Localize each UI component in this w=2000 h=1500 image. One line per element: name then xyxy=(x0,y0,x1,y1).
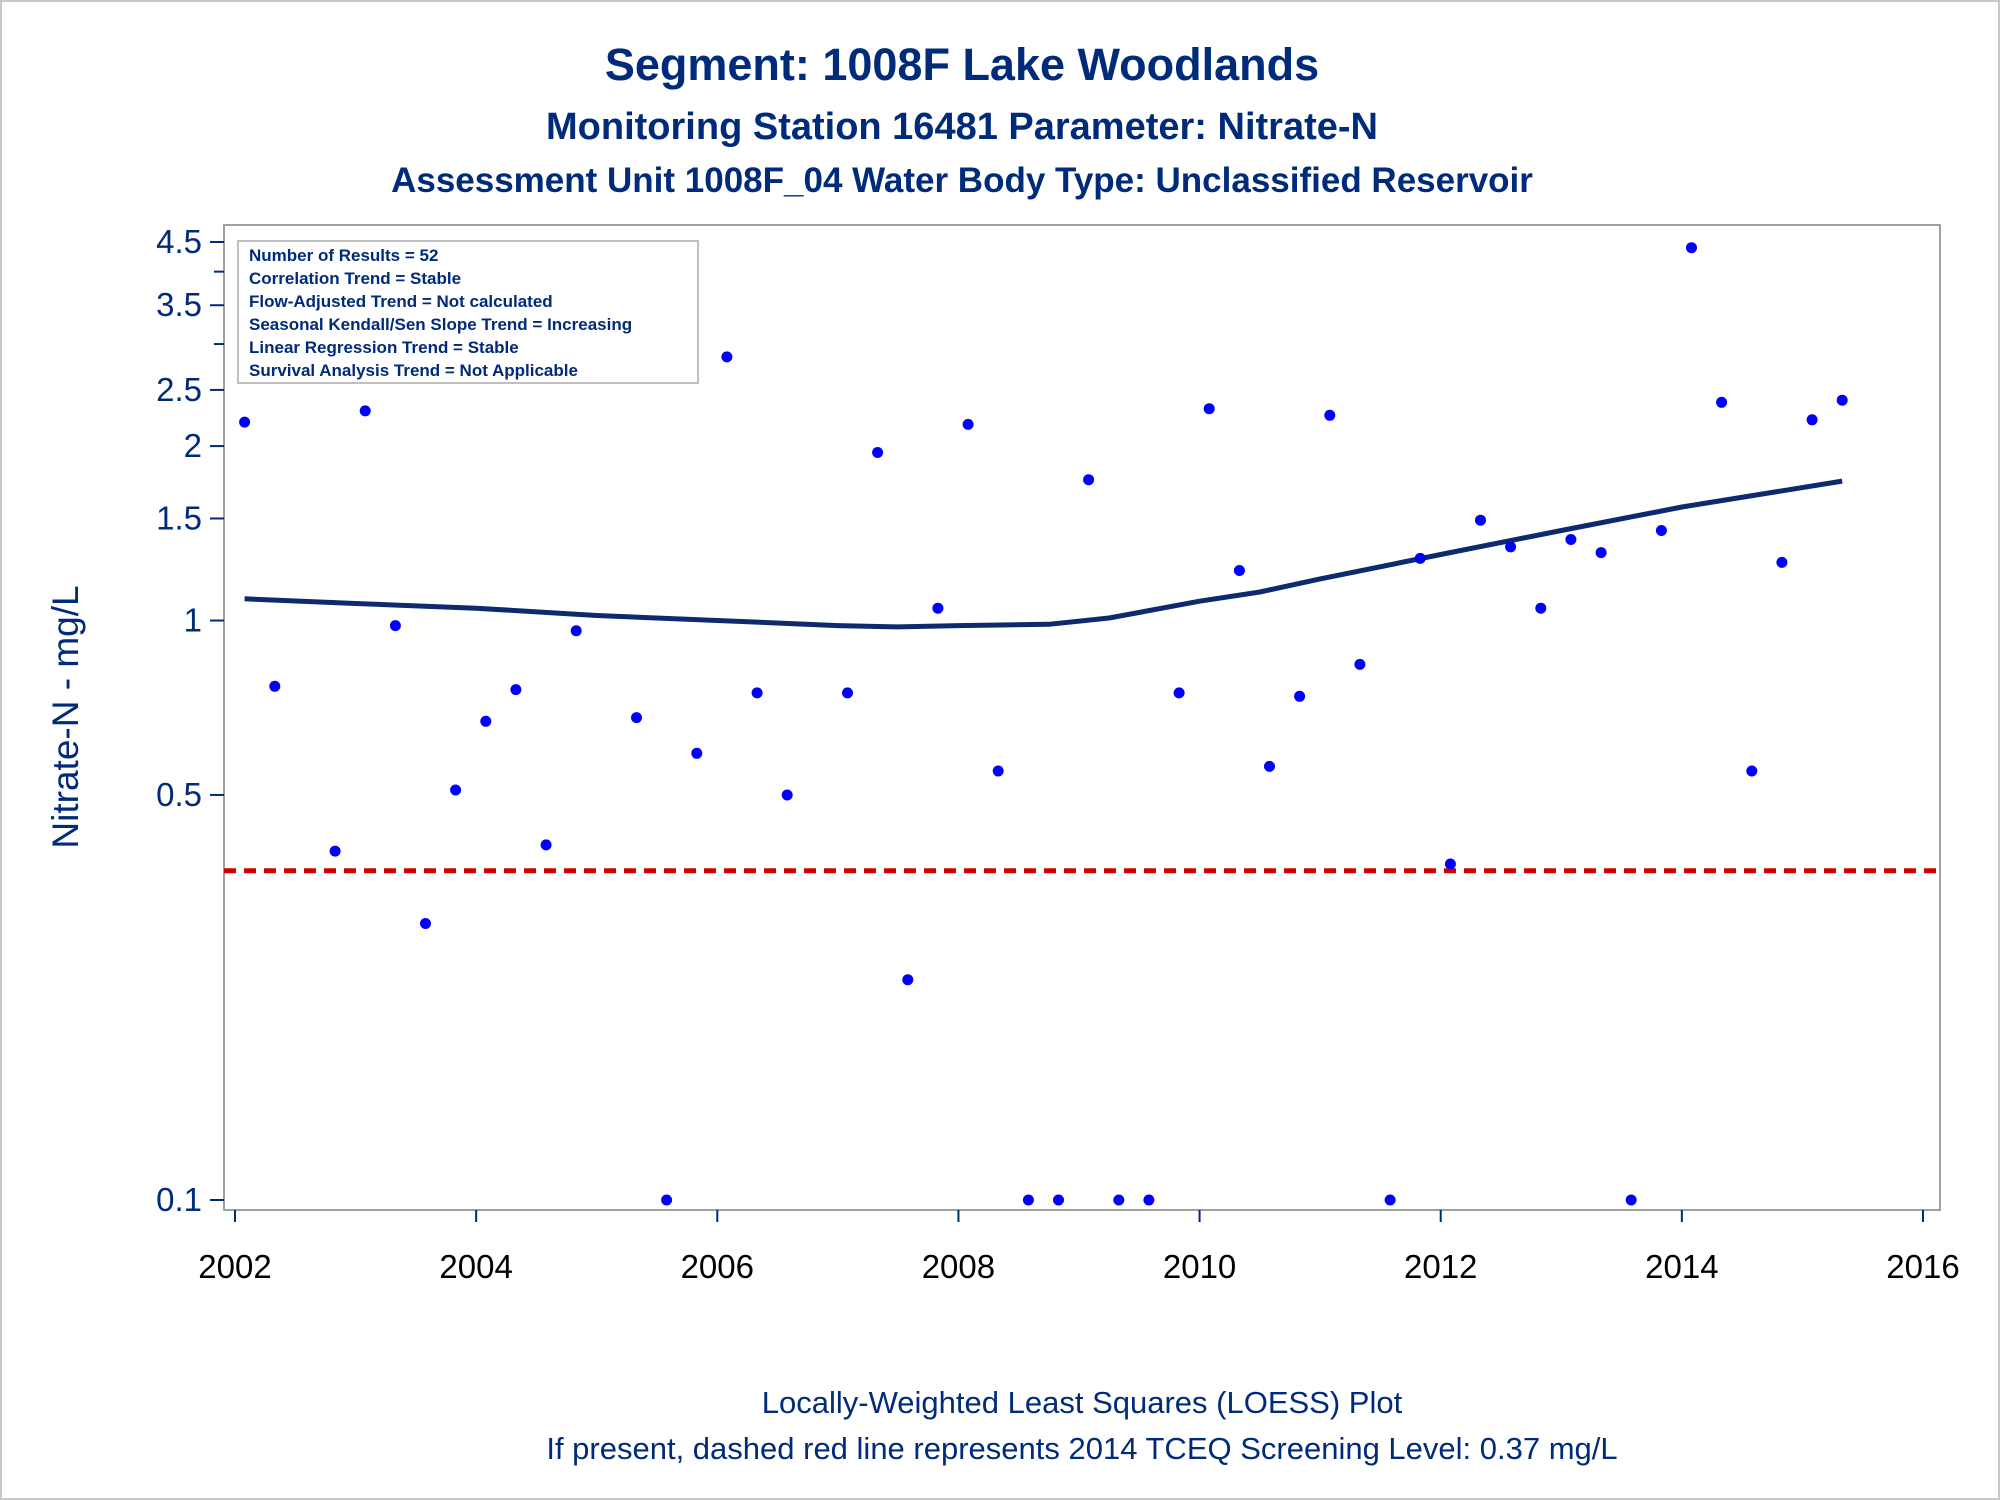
data-point xyxy=(1203,403,1215,415)
data-point xyxy=(1565,534,1577,545)
y-tick-label: 0.5 xyxy=(156,776,202,813)
data-point xyxy=(1535,602,1547,614)
data-point xyxy=(510,684,522,696)
x-axis: 2002 2004 2006 2008 2010 2012 2014 2016 xyxy=(198,1210,1960,1285)
data-point xyxy=(721,351,733,363)
data-point xyxy=(239,416,251,428)
legend-entry: Correlation Trend = Stable xyxy=(249,269,461,288)
y-axis-label: Nitrate-N - mg/L xyxy=(45,585,86,848)
data-point xyxy=(420,918,431,929)
x-tick-label: 2008 xyxy=(922,1248,995,1285)
chart-subtitle: Monitoring Station 16481 Parameter: Nitr… xyxy=(546,106,1378,148)
x-tick-label: 2004 xyxy=(439,1248,512,1285)
data-point xyxy=(842,687,853,699)
data-point xyxy=(1655,525,1667,536)
y-tick-label: 4.5 xyxy=(156,223,202,260)
legend-entry: Seasonal Kendall/Sen Slope Trend = Incre… xyxy=(249,315,632,334)
data-point xyxy=(1505,541,1517,553)
data-point xyxy=(992,765,1004,777)
data-point xyxy=(1113,1194,1125,1206)
chart-title: Segment: 1008F Lake Woodlands xyxy=(605,39,1319,90)
y-tick-label: 0.1 xyxy=(156,1181,202,1218)
data-point xyxy=(1625,1194,1637,1206)
data-point xyxy=(1143,1194,1155,1206)
chart-subtitle-2: Assessment Unit 1008F_04 Water Body Type… xyxy=(391,161,1533,200)
y-tick-label: 1 xyxy=(184,602,202,639)
data-point xyxy=(1595,547,1607,559)
data-point xyxy=(1384,1194,1396,1206)
data-point xyxy=(631,712,642,724)
data-point xyxy=(1324,409,1336,421)
data-point xyxy=(1083,474,1095,486)
data-point xyxy=(1414,552,1426,564)
data-point xyxy=(1294,690,1306,702)
loess-line-group xyxy=(244,478,1843,630)
data-point xyxy=(1776,556,1788,568)
data-point xyxy=(1053,1194,1064,1206)
x-tick-label: 2012 xyxy=(1404,1248,1477,1285)
data-point xyxy=(962,418,974,430)
data-point xyxy=(570,625,582,637)
data-point xyxy=(1022,1194,1034,1206)
stats-legend-box: Number of Results = 52 Correlation Trend… xyxy=(237,240,699,384)
legend-frame xyxy=(237,240,699,384)
data-point xyxy=(269,680,281,692)
data-point xyxy=(1716,396,1728,408)
x-tick-label: 2006 xyxy=(681,1248,754,1285)
data-point xyxy=(1836,394,1848,406)
data-point xyxy=(691,747,703,759)
legend-entry: Number of Results = 52 xyxy=(249,246,438,265)
legend-entry: Linear Regression Trend = Stable xyxy=(249,338,519,357)
data-point xyxy=(1806,414,1818,426)
data-point xyxy=(1354,658,1366,670)
plot-area-frame xyxy=(223,224,1941,1211)
y-tick-label: 2.5 xyxy=(156,371,202,408)
data-point xyxy=(329,845,341,857)
legend-entry: Flow-Adjusted Trend = Not calculated xyxy=(249,292,553,311)
data-point xyxy=(661,1194,673,1206)
data-point xyxy=(872,447,884,458)
data-point xyxy=(1746,765,1758,777)
x-tick-label: 2014 xyxy=(1645,1248,1718,1285)
data-point xyxy=(480,715,492,727)
data-point xyxy=(932,602,944,614)
data-point xyxy=(1264,760,1275,772)
data-point xyxy=(1686,242,1697,254)
data-point xyxy=(359,405,371,417)
data-point xyxy=(781,789,793,801)
data-point xyxy=(1444,858,1456,870)
data-point xyxy=(1173,687,1185,699)
data-point xyxy=(1475,514,1486,526)
data-point xyxy=(751,687,763,699)
y-tick-label: 1.5 xyxy=(156,499,202,536)
x-tick-label: 2010 xyxy=(1163,1248,1236,1285)
data-point xyxy=(902,974,914,986)
x-tick-label: 2016 xyxy=(1886,1248,1959,1285)
x-tick-label: 2002 xyxy=(198,1248,271,1285)
y-axis: 0.1 0.5 1 1.5 2 2.5 3.5 4.5 xyxy=(156,223,224,1218)
data-point xyxy=(540,839,552,851)
loess-line xyxy=(244,478,1843,630)
y-tick-label: 2 xyxy=(184,427,202,464)
legend-entry: Survival Analysis Trend = Not Applicable xyxy=(249,361,578,380)
footnote-loess: Locally-Weighted Least Squares (LOESS) P… xyxy=(762,1385,1403,1420)
y-tick-label: 3.5 xyxy=(156,286,202,323)
data-points xyxy=(239,242,1848,1206)
data-point xyxy=(450,784,462,796)
data-point xyxy=(389,620,401,632)
data-point xyxy=(1233,565,1245,576)
footnote-screening-level: If present, dashed red line represents 2… xyxy=(546,1431,1617,1466)
